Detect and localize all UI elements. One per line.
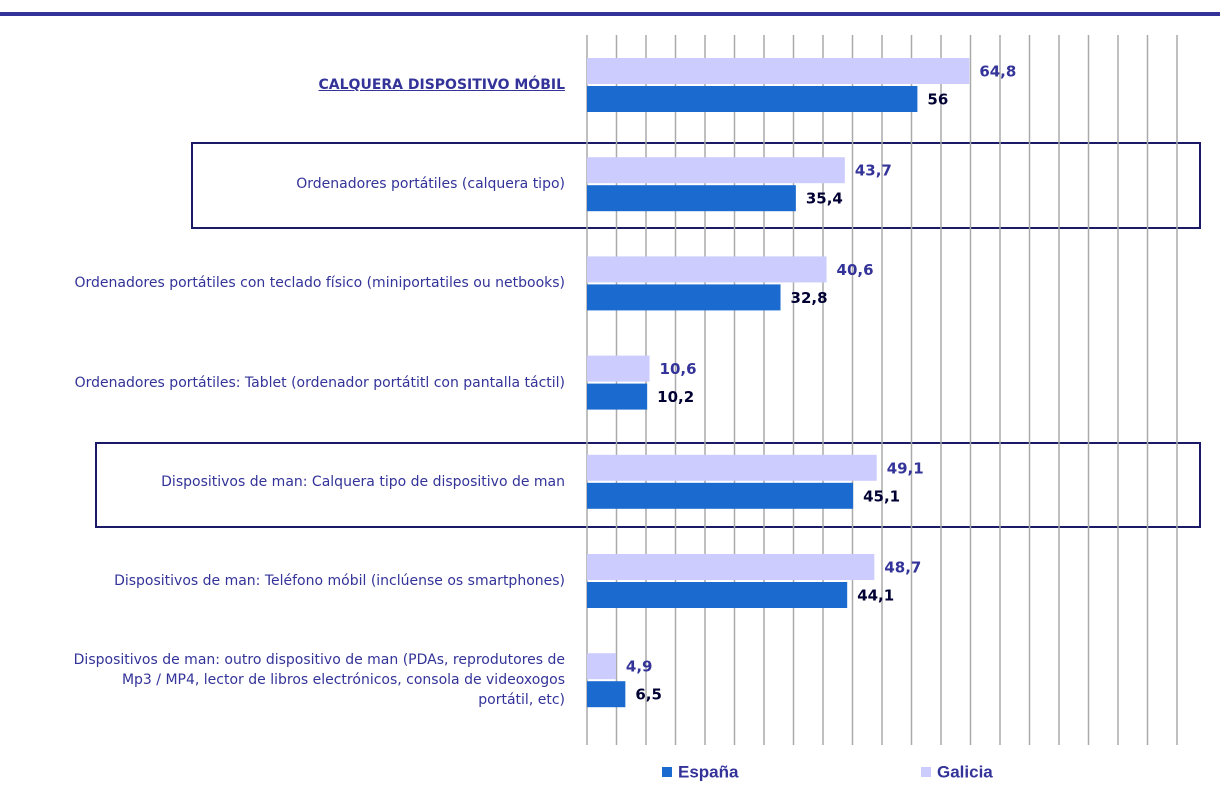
bar — [587, 185, 796, 212]
value-label: 43,7 — [855, 162, 892, 180]
value-label: 45,1 — [863, 487, 900, 505]
highlight-box — [95, 442, 1201, 528]
bar — [587, 383, 648, 410]
value-label: 64,8 — [979, 63, 1016, 81]
legend-swatch — [921, 767, 931, 777]
value-label: 40,6 — [837, 261, 874, 279]
bar — [587, 256, 827, 283]
category-label: Ordenadores portátiles (calquera tipo) — [296, 176, 565, 193]
value-label: 32,8 — [791, 289, 828, 307]
bar — [587, 554, 875, 580]
value-label: 56 — [927, 91, 948, 109]
bar — [587, 355, 650, 382]
bar — [587, 482, 854, 509]
bar — [587, 454, 877, 481]
bar — [587, 58, 970, 84]
bar — [587, 681, 626, 708]
legend-label: España — [678, 762, 739, 781]
bar — [587, 653, 616, 680]
category-label: Dispositivos de man: outro dispositivo d… — [73, 652, 565, 709]
category-label: Dispositivos de man: Calquera tipo de di… — [161, 473, 565, 490]
bar — [587, 157, 845, 184]
value-label: 48,7 — [884, 559, 921, 577]
value-label: 10,2 — [657, 388, 694, 406]
value-label: 44,1 — [857, 587, 894, 605]
value-label: 35,4 — [806, 190, 843, 208]
category-label: CALQUERA DISPOSITIVO MÓBIL — [318, 77, 565, 93]
bar — [587, 284, 781, 311]
category-label: Dispositivos de man: Teléfono móbil (inc… — [114, 573, 565, 589]
legend-label: Galicia — [937, 762, 993, 781]
category-label: Ordenadores portátiles: Tablet (ordenado… — [74, 374, 565, 391]
value-label: 10,6 — [660, 360, 697, 378]
bar — [587, 86, 918, 112]
highlight-box — [191, 142, 1201, 229]
legend-swatch — [662, 767, 672, 777]
bar — [587, 582, 848, 608]
value-label: 49,1 — [887, 459, 924, 477]
category-label: Ordenadores portátiles con teclado físic… — [74, 275, 565, 292]
value-label: 6,5 — [635, 686, 662, 704]
value-label: 4,9 — [626, 658, 653, 676]
